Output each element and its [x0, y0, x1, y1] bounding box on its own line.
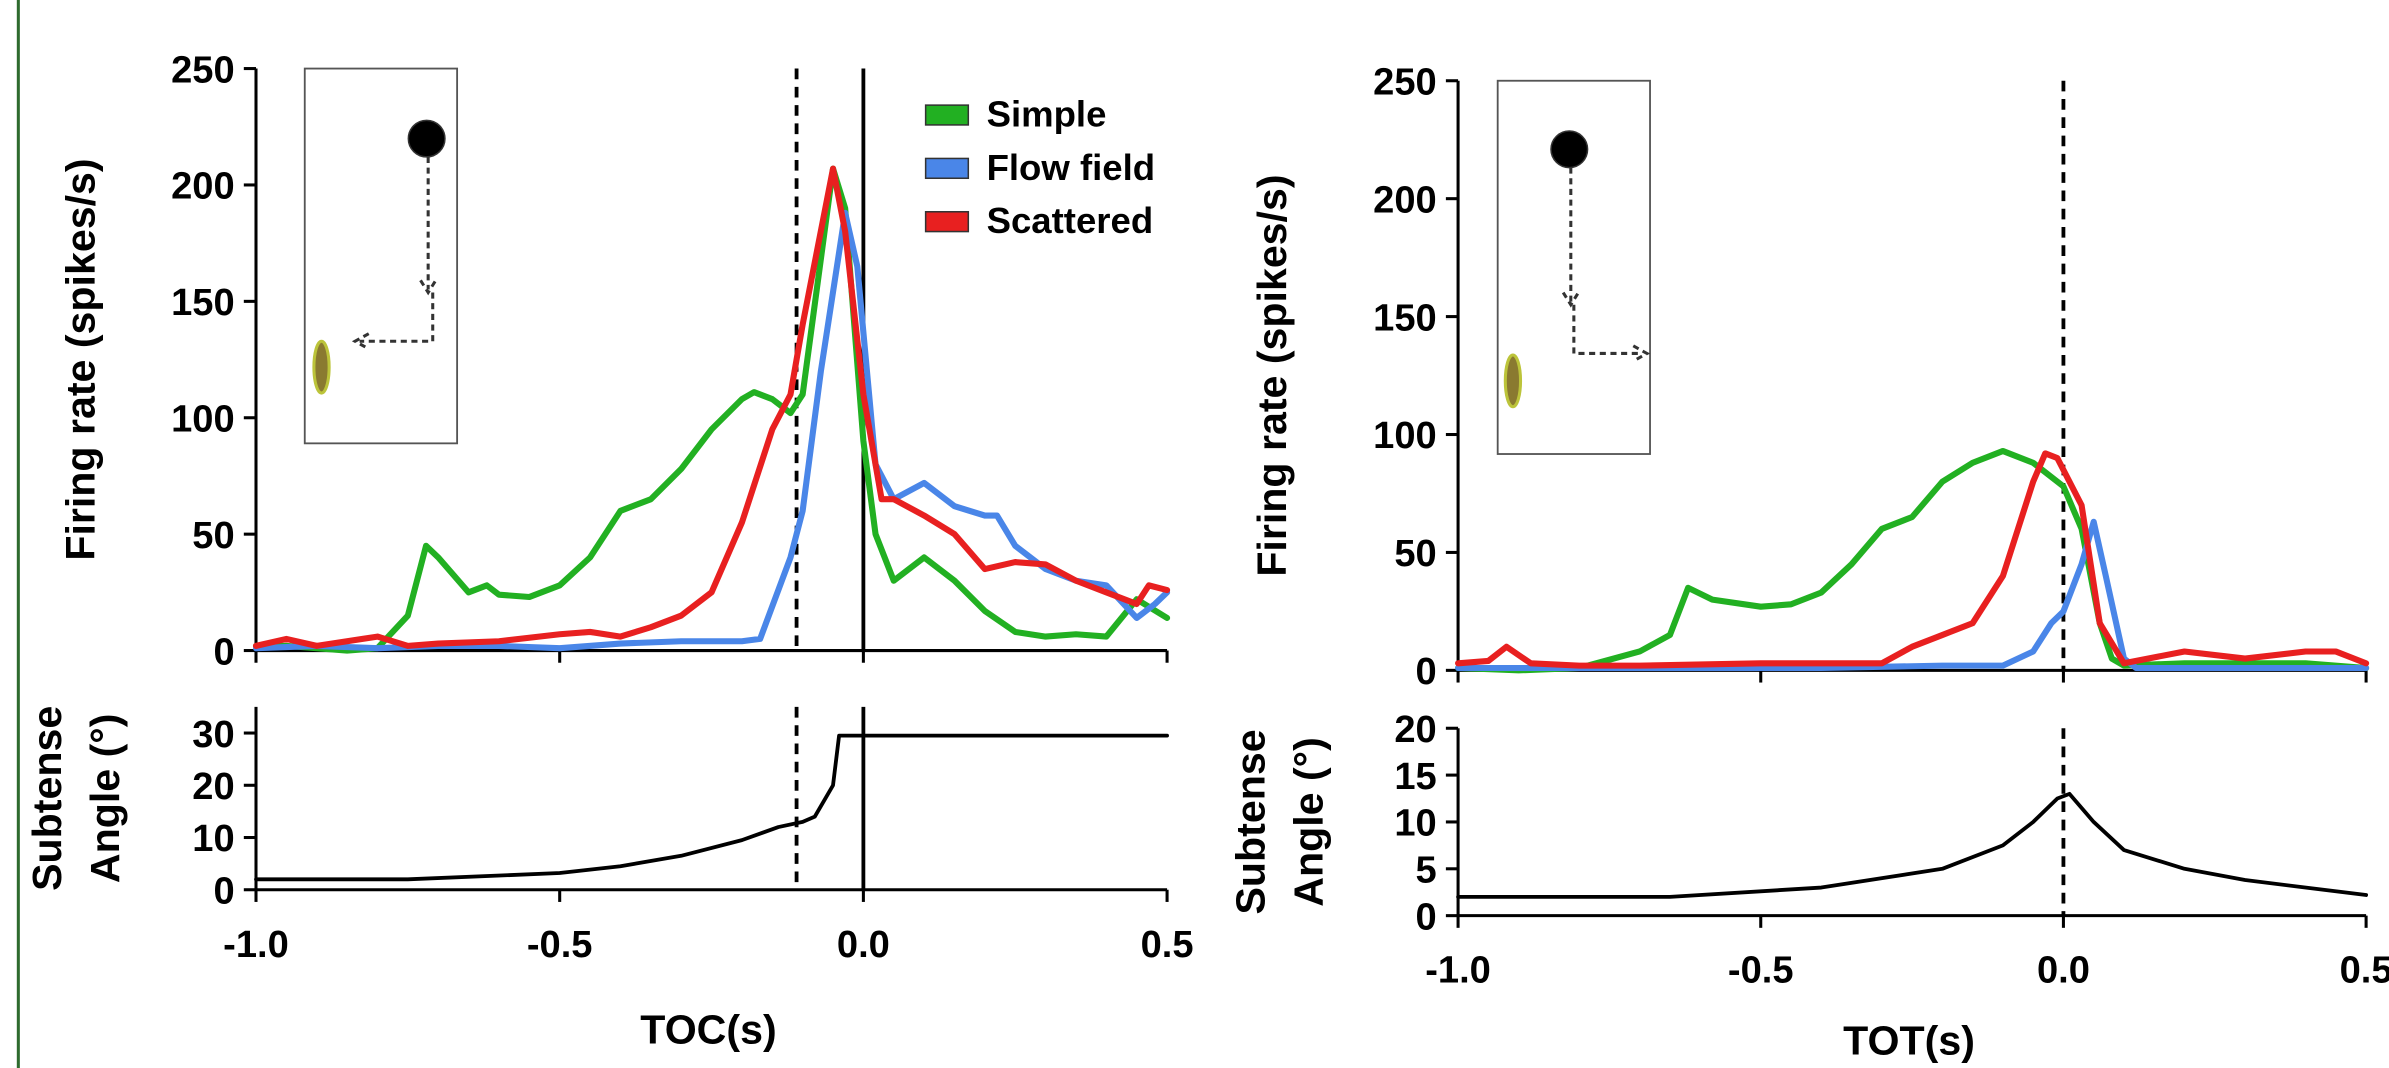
x-tick-label: 0.5	[1141, 924, 1194, 966]
inset-right	[1496, 79, 1651, 455]
legend-label: Scattered	[987, 200, 1154, 241]
legend-label: Flow field	[987, 147, 1156, 188]
y-tick-label: 100	[1373, 415, 1437, 457]
y-axis-label: Firing rate (spikes/s)	[1249, 174, 1295, 576]
legend-swatch	[924, 157, 970, 180]
y-tick-label: 10	[1394, 803, 1436, 845]
x-axis-label: TOT(s)	[1843, 1017, 1975, 1063]
y-tick-label: 20	[1394, 709, 1436, 751]
legend-swatch	[924, 104, 970, 126]
y-tick-label: 150	[171, 282, 235, 324]
y-tick-label: 250	[1373, 61, 1437, 103]
x-tick-label: -0.5	[527, 924, 593, 966]
y-tick-label: 0	[213, 870, 234, 912]
series-line	[1455, 450, 2370, 669]
legend-label: Simple	[987, 93, 1107, 134]
series-line	[254, 733, 1169, 882]
y-axis-label: Angle (°)	[1285, 737, 1331, 907]
x-tick-label: -1.0	[223, 924, 289, 966]
y-tick-label: 30	[192, 714, 234, 756]
x-tick-label: 0.0	[2037, 950, 2090, 992]
x-axis-label: TOC(s)	[640, 1007, 776, 1053]
series-line	[252, 165, 1171, 654]
x-tick-label: -0.5	[1728, 950, 1794, 992]
y-axis-label: Angle (°)	[82, 714, 128, 884]
y-tick-label: 15	[1394, 756, 1436, 798]
x-tick-label: 0.5	[2340, 950, 2389, 992]
x-tick-label: 0.0	[837, 924, 890, 966]
y-tick-label: 100	[171, 398, 235, 440]
y-tick-label: 150	[1373, 297, 1437, 339]
y-tick-label: 50	[1394, 533, 1436, 575]
y-tick-label: 0	[1416, 651, 1437, 693]
y-tick-label: 50	[192, 515, 234, 557]
y-tick-label: 200	[1373, 179, 1437, 221]
y-axis-label: Firing rate (spikes/s)	[58, 158, 104, 560]
series-line	[1456, 791, 2369, 899]
series-line	[252, 165, 1171, 649]
y-axis-label: Subtense	[1228, 729, 1274, 914]
y-tick-label: 0	[213, 631, 234, 673]
y-tick-label: 200	[171, 166, 235, 208]
x-tick-label: -1.0	[1425, 950, 1491, 992]
y-tick-label: 0	[1416, 896, 1437, 938]
y-tick-label: 10	[192, 818, 234, 860]
series-line	[1455, 447, 2370, 674]
legend-swatch	[924, 211, 970, 233]
y-tick-label: 250	[171, 49, 235, 91]
y-tick-label: 5	[1416, 850, 1437, 892]
y-axis-label: Subtense	[24, 706, 70, 891]
y-tick-label: 20	[192, 766, 234, 808]
inset-left	[303, 67, 459, 445]
